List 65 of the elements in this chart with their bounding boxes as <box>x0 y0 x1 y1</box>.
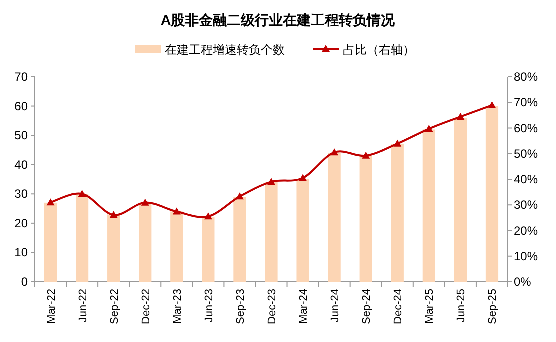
point <box>456 112 465 120</box>
point <box>78 190 86 198</box>
y-tick-label: 10 <box>14 246 28 260</box>
y-tick-label: 30 <box>14 187 28 202</box>
bar <box>296 180 310 282</box>
point <box>425 125 434 132</box>
point <box>110 211 118 218</box>
x-tick-label: Sep-24 <box>361 289 374 324</box>
bar <box>328 153 341 282</box>
x-tick-label: Mar-25 <box>424 289 436 324</box>
x-tick-label: Dec-24 <box>392 289 405 324</box>
y2-tick-label: 70% <box>514 96 538 110</box>
x-tick-label: Dec-22 <box>140 289 152 324</box>
y2-tick-label: 50% <box>514 146 538 161</box>
y2-tick-label: 0% <box>514 275 532 289</box>
bar <box>422 130 436 282</box>
point <box>172 208 181 215</box>
y-tick-label: 40 <box>14 158 28 172</box>
bar <box>486 106 499 282</box>
bar <box>360 156 372 282</box>
y-tick-label: 60 <box>14 99 28 114</box>
bar <box>108 214 120 282</box>
point <box>330 148 339 156</box>
chart-title: A股非金融二级行业在建工程转负情况 <box>160 12 396 28</box>
point <box>236 192 244 200</box>
point <box>394 140 402 147</box>
y-tick-label: 50 <box>14 128 28 143</box>
x-tick-label: Jun-22 <box>77 289 90 323</box>
y2-tick-label: 60% <box>514 121 538 136</box>
bar <box>391 144 404 282</box>
x-tick-label: Mar-24 <box>298 289 310 324</box>
x-tick-label: Sep-22 <box>108 289 121 324</box>
point <box>362 152 370 159</box>
x-tick-label: Jun-24 <box>330 289 342 323</box>
y2-tick-label: 40% <box>514 172 538 186</box>
y2-tick-label: 30% <box>514 198 538 212</box>
bar <box>234 197 246 282</box>
point <box>268 178 276 186</box>
point <box>488 101 496 108</box>
point <box>204 212 212 220</box>
point <box>299 174 308 182</box>
x-tick-label: Jun-25 <box>456 289 468 323</box>
x-tick-label: Jun-23 <box>203 289 216 323</box>
point <box>46 198 55 206</box>
y2-tick-label: 20% <box>514 224 538 238</box>
point <box>141 198 150 206</box>
y-tick-label: 70 <box>14 70 28 84</box>
y-tick-label: 0 <box>21 275 28 289</box>
y2-tick-label: 80% <box>514 70 538 84</box>
bar <box>454 118 468 282</box>
bar <box>139 202 152 282</box>
bar <box>44 202 58 282</box>
bar <box>202 218 215 282</box>
x-tick-label: Dec-23 <box>266 289 278 324</box>
y2-tick-label: 10% <box>514 249 538 264</box>
bar <box>265 182 278 282</box>
y-tick-label: 20 <box>14 216 28 230</box>
bar <box>76 194 89 282</box>
legend-label: 占比（右轴） <box>343 43 415 57</box>
legend-label: 在建工程增速转负个数 <box>165 43 285 57</box>
bar <box>170 212 184 282</box>
x-tick-label: Sep-23 <box>234 289 247 324</box>
x-tick-label: Mar-22 <box>46 289 58 324</box>
x-tick-label: Mar-23 <box>172 289 184 324</box>
x-tick-label: Sep-25 <box>487 289 500 324</box>
